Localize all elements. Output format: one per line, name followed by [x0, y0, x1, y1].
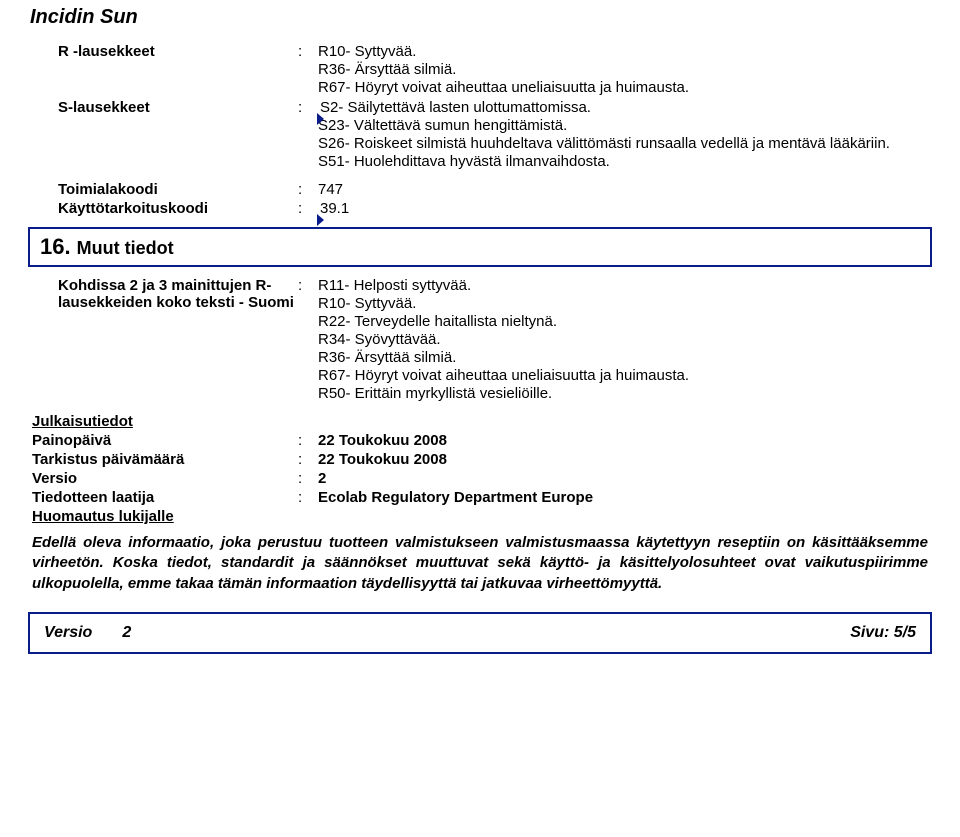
s-phrase-line-marked: S2- Säilytettävä lasten ulottumattomissa… — [318, 99, 924, 116]
s-phrase-line: S51- Huolehdittava hyvästä ilmanvaihdost… — [318, 153, 924, 170]
full-r-line: R36- Ärsyttää silmiä. — [318, 349, 924, 366]
section-number: 16. — [40, 234, 71, 259]
product-title: Incidin Sun — [30, 6, 932, 29]
branch-code-value: 747 — [318, 181, 932, 198]
disclaimer-text: Edellä oleva informaatio, joka perustuu … — [28, 533, 932, 594]
branch-code-row: Toimialakoodi : 747 — [28, 181, 932, 198]
full-r-line: R50- Erittäin myrkyllistä vesieliöille. — [318, 385, 924, 402]
colon: : — [298, 432, 318, 449]
full-r-line: R10- Syttyvää. — [318, 295, 924, 312]
footer-box: Versio2 Sivu: 5/5 — [28, 612, 932, 654]
branch-code-label: Toimialakoodi — [28, 181, 298, 198]
full-r-text-label: Kohdissa 2 ja 3 mainittujen R-lausekkeid… — [28, 277, 298, 403]
colon: : — [298, 43, 318, 97]
r-phrases-row: R -lausekkeet : R10- Syttyvää. R36- Ärsy… — [28, 43, 932, 97]
full-r-line: R11- Helposti syttyvää. — [318, 277, 924, 294]
author-label: Tiedotteen laatija — [28, 489, 298, 506]
colon: : — [298, 200, 318, 217]
revision-date-value: 22 Toukokuu 2008 — [318, 451, 932, 468]
full-r-line: R67- Höyryt voivat aiheuttaa uneliaisuut… — [318, 367, 924, 384]
footer-version: Versio2 — [44, 624, 131, 642]
use-code-label: Käyttötarkoituskoodi — [28, 200, 298, 217]
version-label: Versio — [28, 470, 298, 487]
print-date-value: 22 Toukokuu 2008 — [318, 432, 932, 449]
s-phrases-row: S-lausekkeet : S2- Säilytettävä lasten u… — [28, 99, 932, 171]
colon: : — [298, 451, 318, 468]
section-title: Muut tiedot — [77, 238, 174, 258]
colon: : — [298, 181, 318, 198]
r-phrase-line: R67- Höyryt voivat aiheuttaa uneliaisuut… — [318, 79, 924, 96]
full-r-line: R34- Syövyttävää. — [318, 331, 924, 348]
r-phrases-label: R -lausekkeet — [28, 43, 298, 97]
print-date-row: Painopäivä : 22 Toukokuu 2008 — [28, 432, 932, 449]
use-code-value: 39.1 — [318, 200, 932, 217]
revision-date-label: Tarkistus päivämäärä — [28, 451, 298, 468]
notice-header-row: Huomautus lukijalle — [28, 508, 932, 525]
print-date-label: Painopäivä — [28, 432, 298, 449]
version-value: 2 — [318, 470, 932, 487]
s-phrase-line: S23- Vältettävä sumun hengittämistä. — [318, 117, 924, 134]
section-16-header: 16. Muut tiedot — [28, 227, 932, 267]
use-code-row: Käyttötarkoituskoodi : 39.1 — [28, 200, 932, 217]
colon: : — [298, 277, 318, 403]
publication-header-row: Julkaisutiedot — [28, 413, 932, 430]
s-phrases-label: S-lausekkeet — [28, 99, 298, 171]
author-value: Ecolab Regulatory Department Europe — [318, 489, 932, 506]
notice-header: Huomautus lukijalle — [28, 508, 298, 525]
colon: : — [298, 470, 318, 487]
author-row: Tiedotteen laatija : Ecolab Regulatory D… — [28, 489, 932, 506]
footer-page: Sivu: 5/5 — [850, 624, 916, 642]
full-r-line: R22- Terveydelle haitallista nieltynä. — [318, 313, 924, 330]
s-phrase-line: S26- Roiskeet silmistä huuhdeltava välit… — [318, 135, 924, 152]
colon: : — [298, 489, 318, 506]
r-phrase-line: R36- Ärsyttää silmiä. — [318, 61, 924, 78]
r-phrase-line: R10- Syttyvää. — [318, 43, 924, 60]
version-row: Versio : 2 — [28, 470, 932, 487]
colon: : — [298, 99, 318, 171]
revision-date-row: Tarkistus päivämäärä : 22 Toukokuu 2008 — [28, 451, 932, 468]
publication-header: Julkaisutiedot — [28, 413, 298, 430]
full-r-text-row: Kohdissa 2 ja 3 mainittujen R-lausekkeid… — [28, 277, 932, 403]
